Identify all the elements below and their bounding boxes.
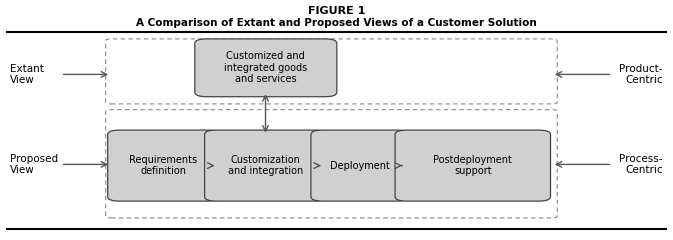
FancyBboxPatch shape xyxy=(205,130,326,201)
Text: FIGURE 1: FIGURE 1 xyxy=(308,6,365,16)
Text: Postdeployment
support: Postdeployment support xyxy=(433,155,512,176)
FancyBboxPatch shape xyxy=(106,39,557,104)
FancyBboxPatch shape xyxy=(195,39,336,97)
Text: Requirements
definition: Requirements definition xyxy=(129,155,198,176)
Text: Deployment: Deployment xyxy=(330,161,390,171)
FancyBboxPatch shape xyxy=(108,130,219,201)
Text: Process-
Centric: Process- Centric xyxy=(619,154,663,175)
Text: Customized and
integrated goods
and services: Customized and integrated goods and serv… xyxy=(224,51,308,84)
FancyBboxPatch shape xyxy=(106,110,557,218)
Text: Extant
View: Extant View xyxy=(10,64,44,85)
Text: Product-
Centric: Product- Centric xyxy=(619,64,663,85)
Text: A Comparison of Extant and Proposed Views of a Customer Solution: A Comparison of Extant and Proposed View… xyxy=(136,18,537,28)
Text: Proposed
View: Proposed View xyxy=(10,154,59,175)
FancyBboxPatch shape xyxy=(395,130,551,201)
FancyBboxPatch shape xyxy=(311,130,409,201)
Text: Customization
and integration: Customization and integration xyxy=(228,155,303,176)
